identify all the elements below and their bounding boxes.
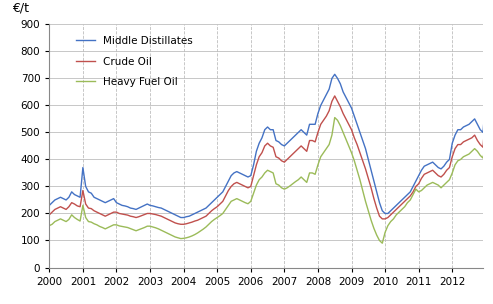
Crude Oil (158, 214, 164, 218)
Middle Distillates (265, 125, 271, 129)
Text: €/t: €/t (12, 2, 30, 15)
Heavy Fuel Oil (474, 150, 480, 153)
Heavy Fuel Oil (128, 227, 134, 230)
Middle Distillates (178, 216, 184, 219)
Heavy Fuel Oil (158, 228, 164, 232)
Crude Oil (265, 141, 271, 145)
Middle Distillates (474, 123, 480, 126)
Heavy Fuel Oil (399, 208, 405, 211)
Crude Oil (399, 202, 405, 206)
Middle Distillates (158, 206, 164, 210)
Heavy Fuel Oil (46, 224, 52, 227)
Legend: Middle Distillates, Crude Oil, Heavy Fuel Oil: Middle Distillates, Crude Oil, Heavy Fue… (72, 32, 197, 91)
Crude Oil (46, 213, 52, 217)
Line: Heavy Fuel Oil: Heavy Fuel Oil (49, 100, 493, 243)
Crude Oil (178, 223, 184, 226)
Heavy Fuel Oil (379, 241, 385, 245)
Heavy Fuel Oil (262, 171, 268, 175)
Heavy Fuel Oil (155, 227, 161, 231)
Crude Oil (128, 214, 134, 218)
Middle Distillates (128, 206, 134, 210)
Line: Middle Distillates: Middle Distillates (49, 38, 493, 218)
Crude Oil (155, 213, 161, 217)
Middle Distillates (155, 206, 161, 209)
Line: Crude Oil: Crude Oil (49, 76, 493, 224)
Middle Distillates (46, 204, 52, 207)
Middle Distillates (399, 198, 405, 202)
Crude Oil (474, 139, 480, 142)
